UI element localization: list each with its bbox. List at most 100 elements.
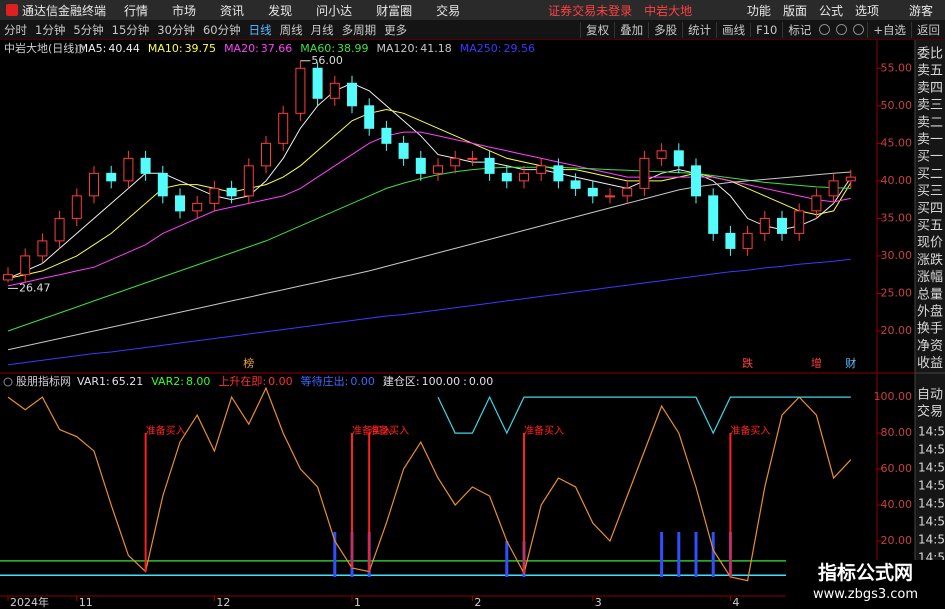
indicator-bar xyxy=(660,532,664,578)
tool-button[interactable]: F10 xyxy=(750,22,782,37)
menu-item[interactable]: 行情 xyxy=(124,3,149,18)
menu-item[interactable]: 版面 xyxy=(782,3,807,18)
user[interactable]: 游客 xyxy=(908,3,933,18)
action-button[interactable]: +自选 xyxy=(867,21,911,38)
candle-body xyxy=(794,210,805,234)
candle-body xyxy=(845,176,856,182)
ma-line xyxy=(7,108,852,279)
legend-value: 37.66 xyxy=(261,42,293,55)
period-tab[interactable]: 15分钟 xyxy=(111,22,150,37)
candle-body xyxy=(3,274,13,281)
tool-button[interactable]: 叠加 xyxy=(614,21,648,38)
period-tab[interactable]: 30分钟 xyxy=(157,22,195,37)
time-label: 14:56 xyxy=(918,497,945,511)
period-tab[interactable]: 日线 xyxy=(248,22,272,37)
y-tick-label: 80.00 xyxy=(881,426,913,439)
ma-line xyxy=(7,258,851,366)
candle-body xyxy=(347,82,357,107)
candle-body xyxy=(742,232,753,249)
menu-item[interactable]: 选项 xyxy=(854,3,879,18)
watermark-url: www.zbgs3.com xyxy=(812,587,919,602)
quote-label: 净资 xyxy=(917,339,943,354)
candle-body xyxy=(725,232,736,249)
menu-item[interactable]: 功能 xyxy=(746,3,771,18)
readout-separator: : xyxy=(463,375,467,388)
candle-body xyxy=(192,202,203,212)
period-tab[interactable]: 更多 xyxy=(384,22,408,37)
event-label: 财 xyxy=(845,356,856,370)
candle-body xyxy=(175,195,185,212)
tool-button[interactable]: 画线 xyxy=(716,21,750,38)
candle-body xyxy=(106,172,117,182)
readout-separator: : xyxy=(416,375,420,388)
quote-label: 买一 xyxy=(917,150,943,165)
quote-label: 卖五 xyxy=(917,64,943,79)
legend-value: 39.75 xyxy=(185,42,217,55)
time-label: 14:56 xyxy=(918,515,945,529)
readout-name: VAR1 xyxy=(77,375,106,388)
indicator-title: 股朋指标网 xyxy=(16,374,71,388)
candle-body xyxy=(89,172,99,197)
zoom-in-icon[interactable] xyxy=(836,24,848,35)
legend-separator: : xyxy=(255,42,259,55)
time-label: 14:56 xyxy=(918,461,945,475)
buy-signal-label: 准备买入 xyxy=(352,424,392,437)
menu-item[interactable]: 资讯 xyxy=(220,3,245,18)
legend-name: MA10 xyxy=(148,42,179,55)
candle-body xyxy=(364,105,375,129)
tool-button[interactable]: 标记 xyxy=(782,21,816,38)
close-icon[interactable] xyxy=(853,24,865,35)
readout-value: 0.00 xyxy=(469,375,494,388)
zoom-out-icon[interactable] xyxy=(819,24,831,35)
trade-status[interactable]: 证券交易未登录 xyxy=(548,3,633,18)
actions: +自选 返回 xyxy=(867,21,945,38)
menu-item[interactable]: 财富圈 xyxy=(376,3,413,18)
legend-toggle xyxy=(75,44,85,54)
indicator-bar xyxy=(694,532,698,578)
readout-separator: : xyxy=(106,375,110,388)
period-tab[interactable]: 60分钟 xyxy=(202,22,241,37)
period-tab[interactable]: 月线 xyxy=(310,22,334,37)
menu-item[interactable]: 发现 xyxy=(268,3,293,18)
readout-value: 100.00 xyxy=(422,375,461,388)
indicator-bar xyxy=(711,532,715,578)
candle-body xyxy=(261,142,271,167)
tool-button[interactable]: 多股 xyxy=(648,21,682,38)
legend-name: MA250 xyxy=(460,42,498,55)
action-button[interactable]: 返回 xyxy=(911,21,945,38)
readout-separator: : xyxy=(180,375,184,388)
period-tab[interactable]: 分时 xyxy=(4,22,27,37)
tool-button[interactable]: 复权 xyxy=(580,21,614,38)
tool-button[interactable]: 统计 xyxy=(682,21,716,38)
legend-value: 29.56 xyxy=(504,42,536,55)
readout-value: 0.00 xyxy=(350,375,375,388)
legend-name: MA60 xyxy=(300,42,331,55)
menu-item[interactable]: 市场 xyxy=(172,3,197,18)
indicator-line xyxy=(7,386,852,582)
app-logo: 通达信金融终端 xyxy=(0,2,112,19)
x-tick-label: 4 xyxy=(732,596,739,609)
period-tab[interactable]: 多周期 xyxy=(341,22,377,37)
buy-signal-label: 准备买入 xyxy=(524,424,564,437)
candle-body xyxy=(433,165,443,174)
candle-body xyxy=(570,180,581,189)
candle-body xyxy=(54,217,65,242)
candle-body xyxy=(415,157,426,174)
candle-body xyxy=(20,255,31,276)
legend-separator: : xyxy=(179,42,183,55)
quote-label: 换手 xyxy=(917,322,943,337)
x-tick-label: 12 xyxy=(216,596,230,609)
candle-body xyxy=(828,180,839,197)
candle-body xyxy=(501,172,512,182)
watermark: 指标公式网 www.zbgs3.com xyxy=(786,560,945,609)
indicator-toggle xyxy=(3,377,13,387)
menu-item[interactable]: 问小达 xyxy=(316,3,353,18)
candle-body xyxy=(140,157,151,174)
menu-item[interactable]: 公式 xyxy=(818,3,843,18)
period-tab[interactable]: 周线 xyxy=(279,22,303,37)
quote-label: 卖一 xyxy=(917,133,943,148)
menu-item[interactable]: 交易 xyxy=(436,3,461,18)
period-tab[interactable]: 5分钟 xyxy=(73,22,104,37)
period-tab[interactable]: 1分钟 xyxy=(35,22,66,37)
legend-separator: : xyxy=(415,42,419,55)
